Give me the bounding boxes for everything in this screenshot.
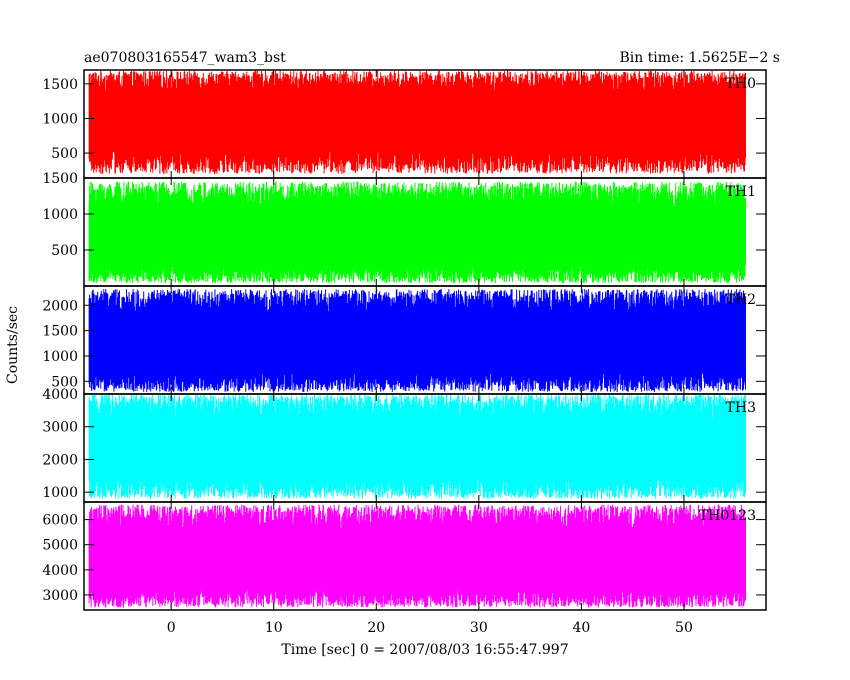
y-tick-label: 3000 (42, 588, 78, 604)
x-tick-label: 30 (470, 620, 488, 636)
y-tick-label: 2000 (42, 452, 78, 468)
panel-th1: 500 1000 1500 TH1 (42, 171, 767, 287)
y-tick-label: 1000 (42, 207, 78, 223)
panel-th3: 1000 2000 3000 4000 TH3 (42, 387, 767, 503)
panel-th0: 500 1000 1500 TH0 (42, 69, 767, 179)
y-tick-label: 5000 (42, 538, 78, 554)
series-line-th3 (88, 394, 746, 499)
y-tick-label: 500 (51, 374, 78, 390)
x-axis-label: Time [sec] 0 = 2007/08/03 16:55:47.997 (281, 642, 568, 658)
y-axis-label: Counts/sec (5, 306, 21, 384)
panel-label-th2: TH2 (726, 292, 756, 308)
panel-label-th0: TH0 (726, 76, 756, 92)
y-tick-label: 1000 (42, 111, 78, 127)
y-tick-label: 3000 (42, 420, 78, 436)
y-tick-label: 500 (51, 146, 78, 162)
series-line-th0123 (88, 504, 746, 608)
panel-th0123: 3000 4000 5000 6000 TH0123 (42, 501, 767, 611)
panels-layer: 500 1000 1500 TH0 500 1000 1500 TH1 500 1000 1500 2… (42, 69, 767, 611)
y-tick-label: 500 (51, 243, 78, 259)
y-tick-label: 2000 (42, 298, 78, 314)
y-tick-label: 1000 (42, 349, 78, 365)
x-tick-label: 0 (167, 620, 176, 636)
x-tick-label: 20 (367, 620, 385, 636)
y-tick-label: 4000 (42, 387, 78, 403)
y-tick-label: 1500 (42, 171, 78, 187)
y-tick-label: 1000 (42, 485, 78, 501)
panel-frame (83, 501, 767, 611)
y-tick-label: 1500 (42, 77, 78, 93)
chart-title: ae070803165547_wam3_bst (84, 50, 286, 66)
series-line-th0 (88, 70, 746, 174)
x-axis: 0 10 20 30 40 50 (167, 620, 693, 636)
panel-th2: 500 1000 1500 2000 TH2 (42, 285, 767, 395)
x-tick-label: 10 (265, 620, 283, 636)
panel-label-th3: TH3 (726, 400, 756, 416)
bin-time-label: Bin time: 1.5625E−2 s (619, 50, 780, 66)
y-tick-label: 4000 (42, 563, 78, 579)
series-line-th1 (88, 181, 746, 284)
y-tick-label: 1500 (42, 324, 78, 340)
series-line-th2 (88, 289, 746, 392)
x-tick-label: 50 (675, 620, 693, 636)
y-tick-label: 6000 (42, 513, 78, 529)
panel-label-th1: TH1 (726, 184, 756, 200)
x-tick-label: 40 (572, 620, 590, 636)
panel-label-th0123: TH0123 (699, 508, 756, 524)
